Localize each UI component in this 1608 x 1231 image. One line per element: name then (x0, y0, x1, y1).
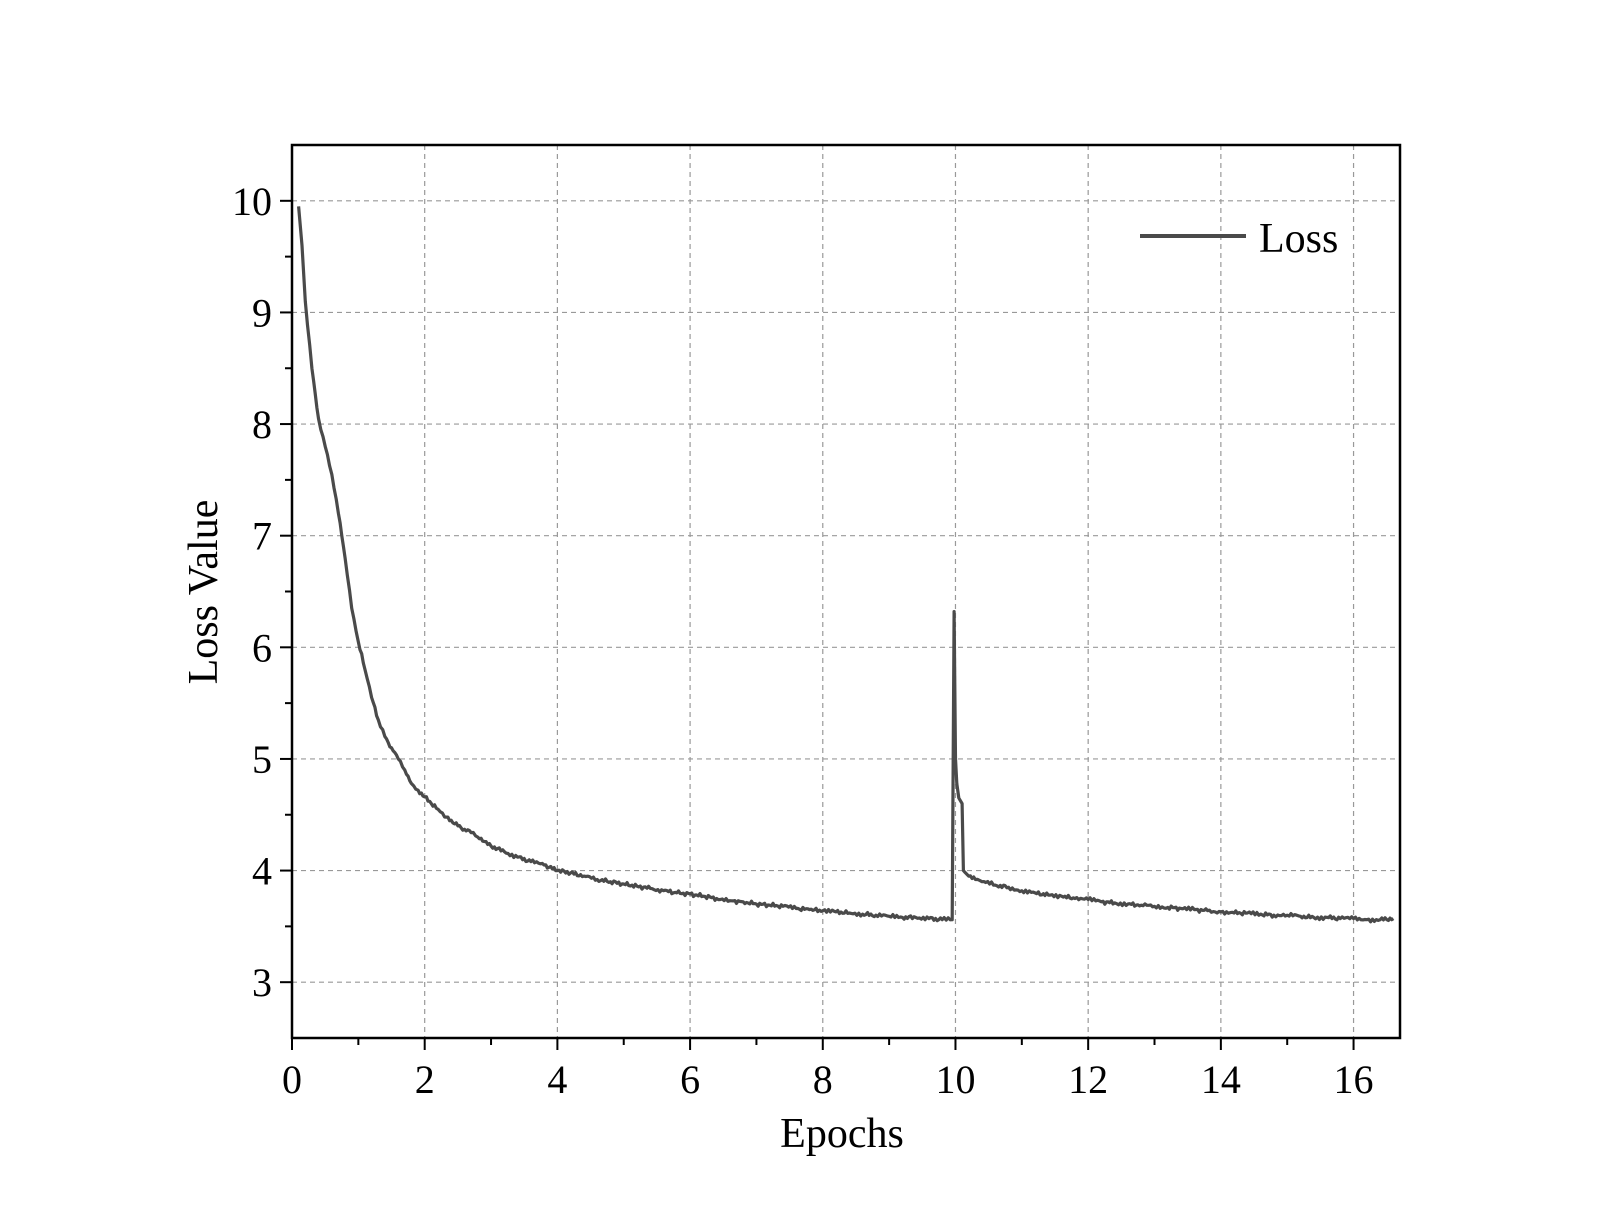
y-tick-label: 3 (252, 960, 272, 1005)
x-tick-label: 10 (935, 1057, 975, 1102)
x-tick-label: 6 (680, 1057, 700, 1102)
y-tick-label: 4 (252, 849, 272, 894)
axis-ticks (280, 199, 1355, 1050)
grid-lines (292, 145, 1400, 1038)
x-tick-label: 0 (282, 1057, 302, 1102)
x-axis-label: Epochs (780, 1111, 904, 1157)
tick-labels: 0 2 4 6 8 10 12 14 16 3 4 5 6 7 8 9 10 (232, 179, 1374, 1102)
y-tick-label: 6 (252, 625, 272, 670)
x-tick-label: 4 (547, 1057, 567, 1102)
y-tick-label: 5 (252, 737, 272, 782)
x-tick-label: 2 (415, 1057, 435, 1102)
x-tick-label: 14 (1201, 1057, 1241, 1102)
plot-frame (290, 143, 1402, 1040)
y-tick-label: 8 (252, 402, 272, 447)
y-tick-label: 7 (252, 514, 272, 559)
series-layer (297, 206, 1395, 924)
x-tick-label: 16 (1334, 1057, 1374, 1102)
series-line-loss (297, 206, 1395, 924)
legend: Loss (1140, 216, 1338, 262)
y-tick-label: 10 (232, 179, 272, 224)
legend-label-loss: Loss (1259, 216, 1338, 262)
y-tick-label: 9 (252, 290, 272, 335)
x-tick-label: 12 (1068, 1057, 1108, 1102)
x-tick-label: 8 (813, 1057, 833, 1102)
y-axis-label: Loss Value (181, 500, 227, 685)
